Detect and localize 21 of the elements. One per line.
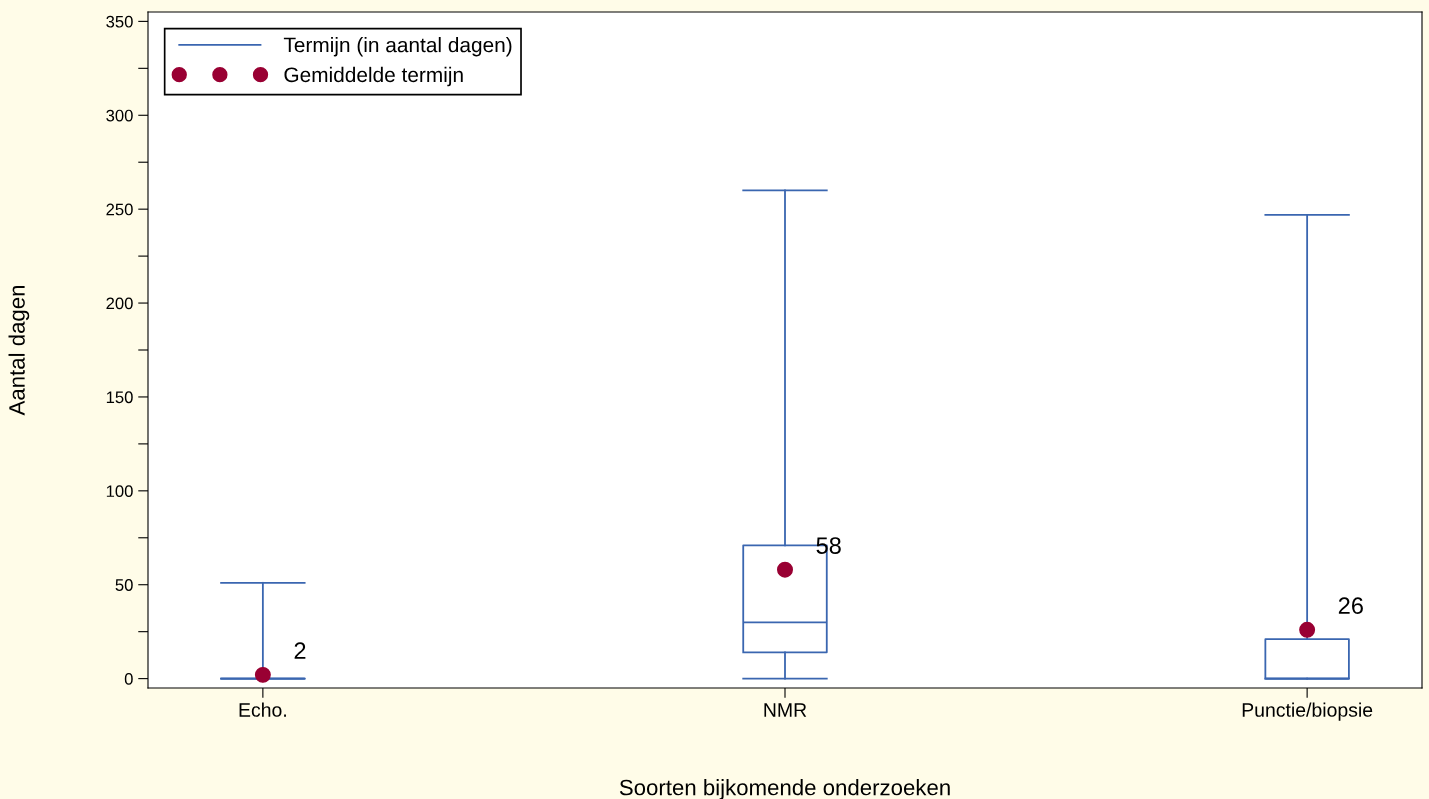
y-tick-label: 150 <box>106 391 133 404</box>
point <box>254 666 271 683</box>
x-axis-title: Soorten bijkomende onderzoeken <box>619 779 950 799</box>
x-tick-label: Echo. <box>239 702 286 717</box>
y-tick-label: 50 <box>115 579 133 591</box>
legend-label: Gemiddelde termijn <box>284 66 463 87</box>
y-tick-label: 350 <box>106 15 133 28</box>
data-label: 58 <box>816 537 841 554</box>
y-tick-label: 0 <box>124 673 133 685</box>
data-label: 2 <box>294 642 306 659</box>
x-tick-label: NMR <box>764 703 807 717</box>
y-axis-title: Aantal dagen <box>8 285 30 416</box>
point <box>777 561 793 578</box>
y-tick-label: 300 <box>106 109 133 122</box>
y-tick-label: 250 <box>106 203 133 216</box>
x-tick-label: Punctie/biopsie <box>1242 702 1373 721</box>
legend-label: Termijn (in aantal dagen) <box>283 37 512 57</box>
data-label: 26 <box>1338 597 1363 615</box>
point <box>1299 621 1316 638</box>
y-tick-label: 100 <box>106 485 133 498</box>
y-tick-label: 200 <box>106 297 133 310</box>
